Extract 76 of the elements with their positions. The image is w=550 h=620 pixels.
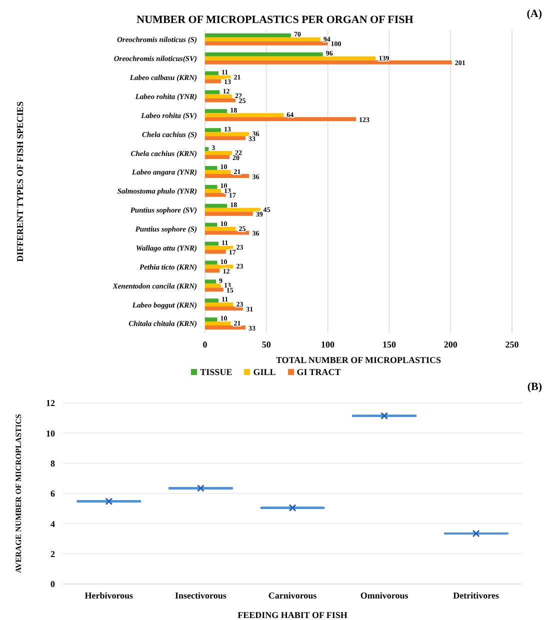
bar bbox=[205, 317, 218, 322]
bar bbox=[205, 170, 231, 174]
bar bbox=[205, 288, 224, 292]
bar bbox=[205, 250, 226, 254]
bar bbox=[205, 117, 356, 122]
x-tick-label: 150 bbox=[382, 339, 396, 350]
bar bbox=[205, 212, 253, 216]
bar bbox=[205, 79, 221, 84]
x-axis-title: TOTAL NUMBER OF MICROPLASTICS bbox=[276, 355, 442, 365]
text: (B) bbox=[527, 381, 542, 393]
y-tick-label: 0 bbox=[50, 579, 56, 590]
bar bbox=[205, 280, 216, 284]
x-tick-label: 200 bbox=[444, 339, 458, 350]
legend-label: GI TRACT bbox=[296, 367, 341, 377]
text: (A) bbox=[526, 8, 542, 20]
bar bbox=[205, 188, 221, 193]
y-tick-label: 2 bbox=[50, 549, 56, 560]
bar bbox=[205, 192, 226, 197]
bar bbox=[205, 109, 228, 114]
legend-label: TISSUE bbox=[200, 367, 232, 377]
bar bbox=[205, 90, 220, 94]
bar bbox=[205, 71, 219, 76]
y-axis-title: AVERAGE NUMBER OF MICROPLASTICS bbox=[14, 413, 23, 573]
x-tick-label: 0 bbox=[202, 339, 208, 350]
bar bbox=[205, 56, 376, 60]
bar bbox=[205, 226, 236, 231]
bar bbox=[205, 166, 218, 170]
x-tick-label: Herbivorous bbox=[84, 590, 134, 600]
bar bbox=[205, 325, 246, 330]
bar bbox=[205, 37, 320, 42]
bar bbox=[205, 184, 218, 189]
chart-title: NUMBER OF MICROPLASTICS PER ORGAN OF FISH bbox=[136, 14, 414, 26]
bar bbox=[205, 298, 219, 303]
bar bbox=[205, 222, 218, 227]
bar bbox=[205, 128, 221, 132]
legend-label: GILL bbox=[253, 367, 276, 377]
bar bbox=[205, 174, 250, 178]
bar bbox=[205, 41, 328, 46]
bar bbox=[205, 98, 236, 102]
bar bbox=[205, 306, 244, 311]
bar bbox=[205, 60, 452, 64]
bar bbox=[205, 136, 246, 140]
y-tick-label: 8 bbox=[50, 458, 56, 469]
bar bbox=[205, 302, 234, 307]
bar bbox=[205, 132, 250, 136]
bar bbox=[205, 230, 250, 235]
bar bbox=[205, 33, 291, 38]
x-tick-label: Carnivorous bbox=[268, 590, 318, 600]
x-tick-label: 50 bbox=[262, 339, 272, 350]
bar bbox=[205, 321, 231, 326]
bar bbox=[205, 246, 234, 250]
x-tick-label: 100 bbox=[321, 339, 336, 350]
bar bbox=[205, 208, 260, 212]
y-tick-label: 12 bbox=[46, 398, 56, 408]
bar bbox=[205, 284, 221, 288]
x-tick-label: 250 bbox=[505, 339, 520, 350]
bar bbox=[205, 155, 230, 160]
bar bbox=[205, 151, 232, 156]
bar bbox=[205, 204, 228, 208]
x-axis-title: FEEDING HABIT OF FISH bbox=[238, 610, 348, 620]
bar bbox=[205, 94, 232, 98]
x-tick-label: Insectivorous bbox=[175, 590, 227, 600]
bar bbox=[205, 75, 231, 80]
bar bbox=[205, 242, 219, 246]
bar bbox=[205, 264, 234, 269]
y-tick-label: 6 bbox=[50, 488, 56, 499]
x-tick-label: Omnivorous bbox=[360, 590, 409, 600]
y-axis-title: DIFFERENT TYPES OF FISH SPECIES bbox=[15, 101, 26, 262]
bar bbox=[205, 268, 220, 273]
x-tick-label: Detritivores bbox=[453, 590, 500, 600]
y-tick-label: 10 bbox=[46, 428, 56, 438]
y-tick-label: 4 bbox=[50, 518, 56, 529]
bar bbox=[205, 147, 209, 152]
bar bbox=[205, 52, 323, 56]
bar bbox=[205, 113, 284, 118]
bar bbox=[205, 260, 218, 265]
